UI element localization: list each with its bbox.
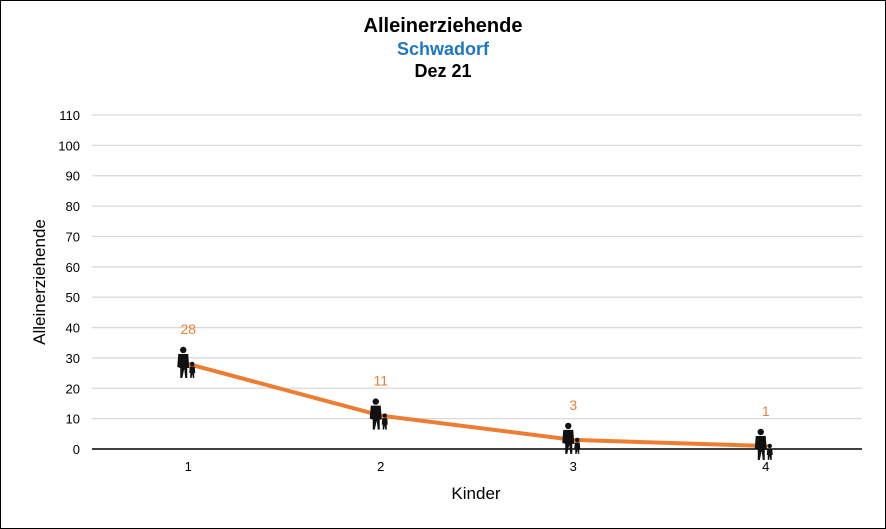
y-tick-label: 70 xyxy=(66,229,80,244)
child-body xyxy=(766,448,773,460)
y-tick-label: 30 xyxy=(66,351,80,366)
adult-head xyxy=(757,428,764,436)
parent-child-icon xyxy=(177,346,196,378)
adult-body xyxy=(562,429,575,454)
series-line xyxy=(186,361,768,448)
y-tick-label: 20 xyxy=(66,381,80,396)
adult-body xyxy=(754,435,767,460)
child-head xyxy=(382,413,387,418)
child-body xyxy=(189,366,196,378)
y-tick-label: 40 xyxy=(66,321,80,336)
adult-body xyxy=(177,353,190,378)
data-labels: 28 11 3 1 xyxy=(180,321,769,419)
child-body xyxy=(574,442,581,454)
parent-child-icon xyxy=(369,398,388,430)
y-tick-label: 10 xyxy=(66,412,80,427)
y-tick-label: 80 xyxy=(66,199,80,214)
data-label: 3 xyxy=(569,397,577,413)
y-axis-label: Alleinerziehende xyxy=(30,219,49,345)
adult-head xyxy=(372,398,379,405)
chart-header: Alleinerziehende Schwadorf Dez 21 xyxy=(0,14,886,82)
parent-child-icon xyxy=(562,422,581,454)
adult-head xyxy=(180,346,187,354)
y-tick-label: 100 xyxy=(58,138,80,153)
y-tick-label: 0 xyxy=(73,442,80,457)
x-tick-label: 2 xyxy=(377,459,384,474)
adult-head xyxy=(565,422,572,430)
child-body xyxy=(381,418,388,430)
parent-child-icon xyxy=(754,428,773,460)
x-tick-label: 3 xyxy=(570,459,577,474)
child-head xyxy=(575,437,580,443)
x-axis-label: Kinder xyxy=(451,484,500,503)
y-tick-label: 110 xyxy=(59,108,80,123)
x-tick-label: 4 xyxy=(762,459,769,474)
child-head xyxy=(190,361,195,367)
x-tick-label: 1 xyxy=(185,459,192,474)
data-label: 11 xyxy=(373,373,388,389)
adult-body xyxy=(369,405,382,430)
data-label: 1 xyxy=(762,403,770,419)
gridlines xyxy=(92,114,862,420)
child-head xyxy=(767,443,772,449)
chart-subtitle: Schwadorf xyxy=(396,39,489,59)
series-line-group xyxy=(177,346,773,460)
chart-date: Dez 21 xyxy=(414,61,472,81)
chart-title: Alleinerziehende xyxy=(363,15,523,37)
y-tick-label: 90 xyxy=(66,169,80,184)
axes: 0 10 20 30 40 50 60 70 80 90 100 110 1 2 3 4 xyxy=(58,108,862,474)
data-label: 28 xyxy=(180,321,196,337)
y-tick-label: 60 xyxy=(66,260,80,275)
y-tick-label: 50 xyxy=(66,290,80,305)
